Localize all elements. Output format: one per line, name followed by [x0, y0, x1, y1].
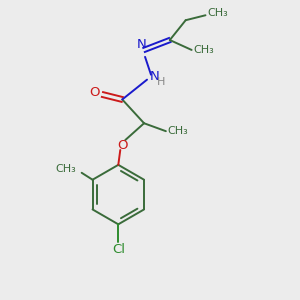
Text: CH₃: CH₃ [208, 8, 228, 18]
Text: H: H [157, 76, 165, 87]
Text: Cl: Cl [112, 243, 125, 256]
Text: CH₃: CH₃ [168, 126, 189, 136]
Text: N: N [137, 38, 147, 51]
Text: N: N [150, 70, 160, 83]
Text: O: O [89, 86, 100, 99]
Text: CH₃: CH₃ [55, 164, 76, 174]
Text: CH₃: CH₃ [194, 45, 214, 55]
Text: O: O [117, 139, 128, 152]
